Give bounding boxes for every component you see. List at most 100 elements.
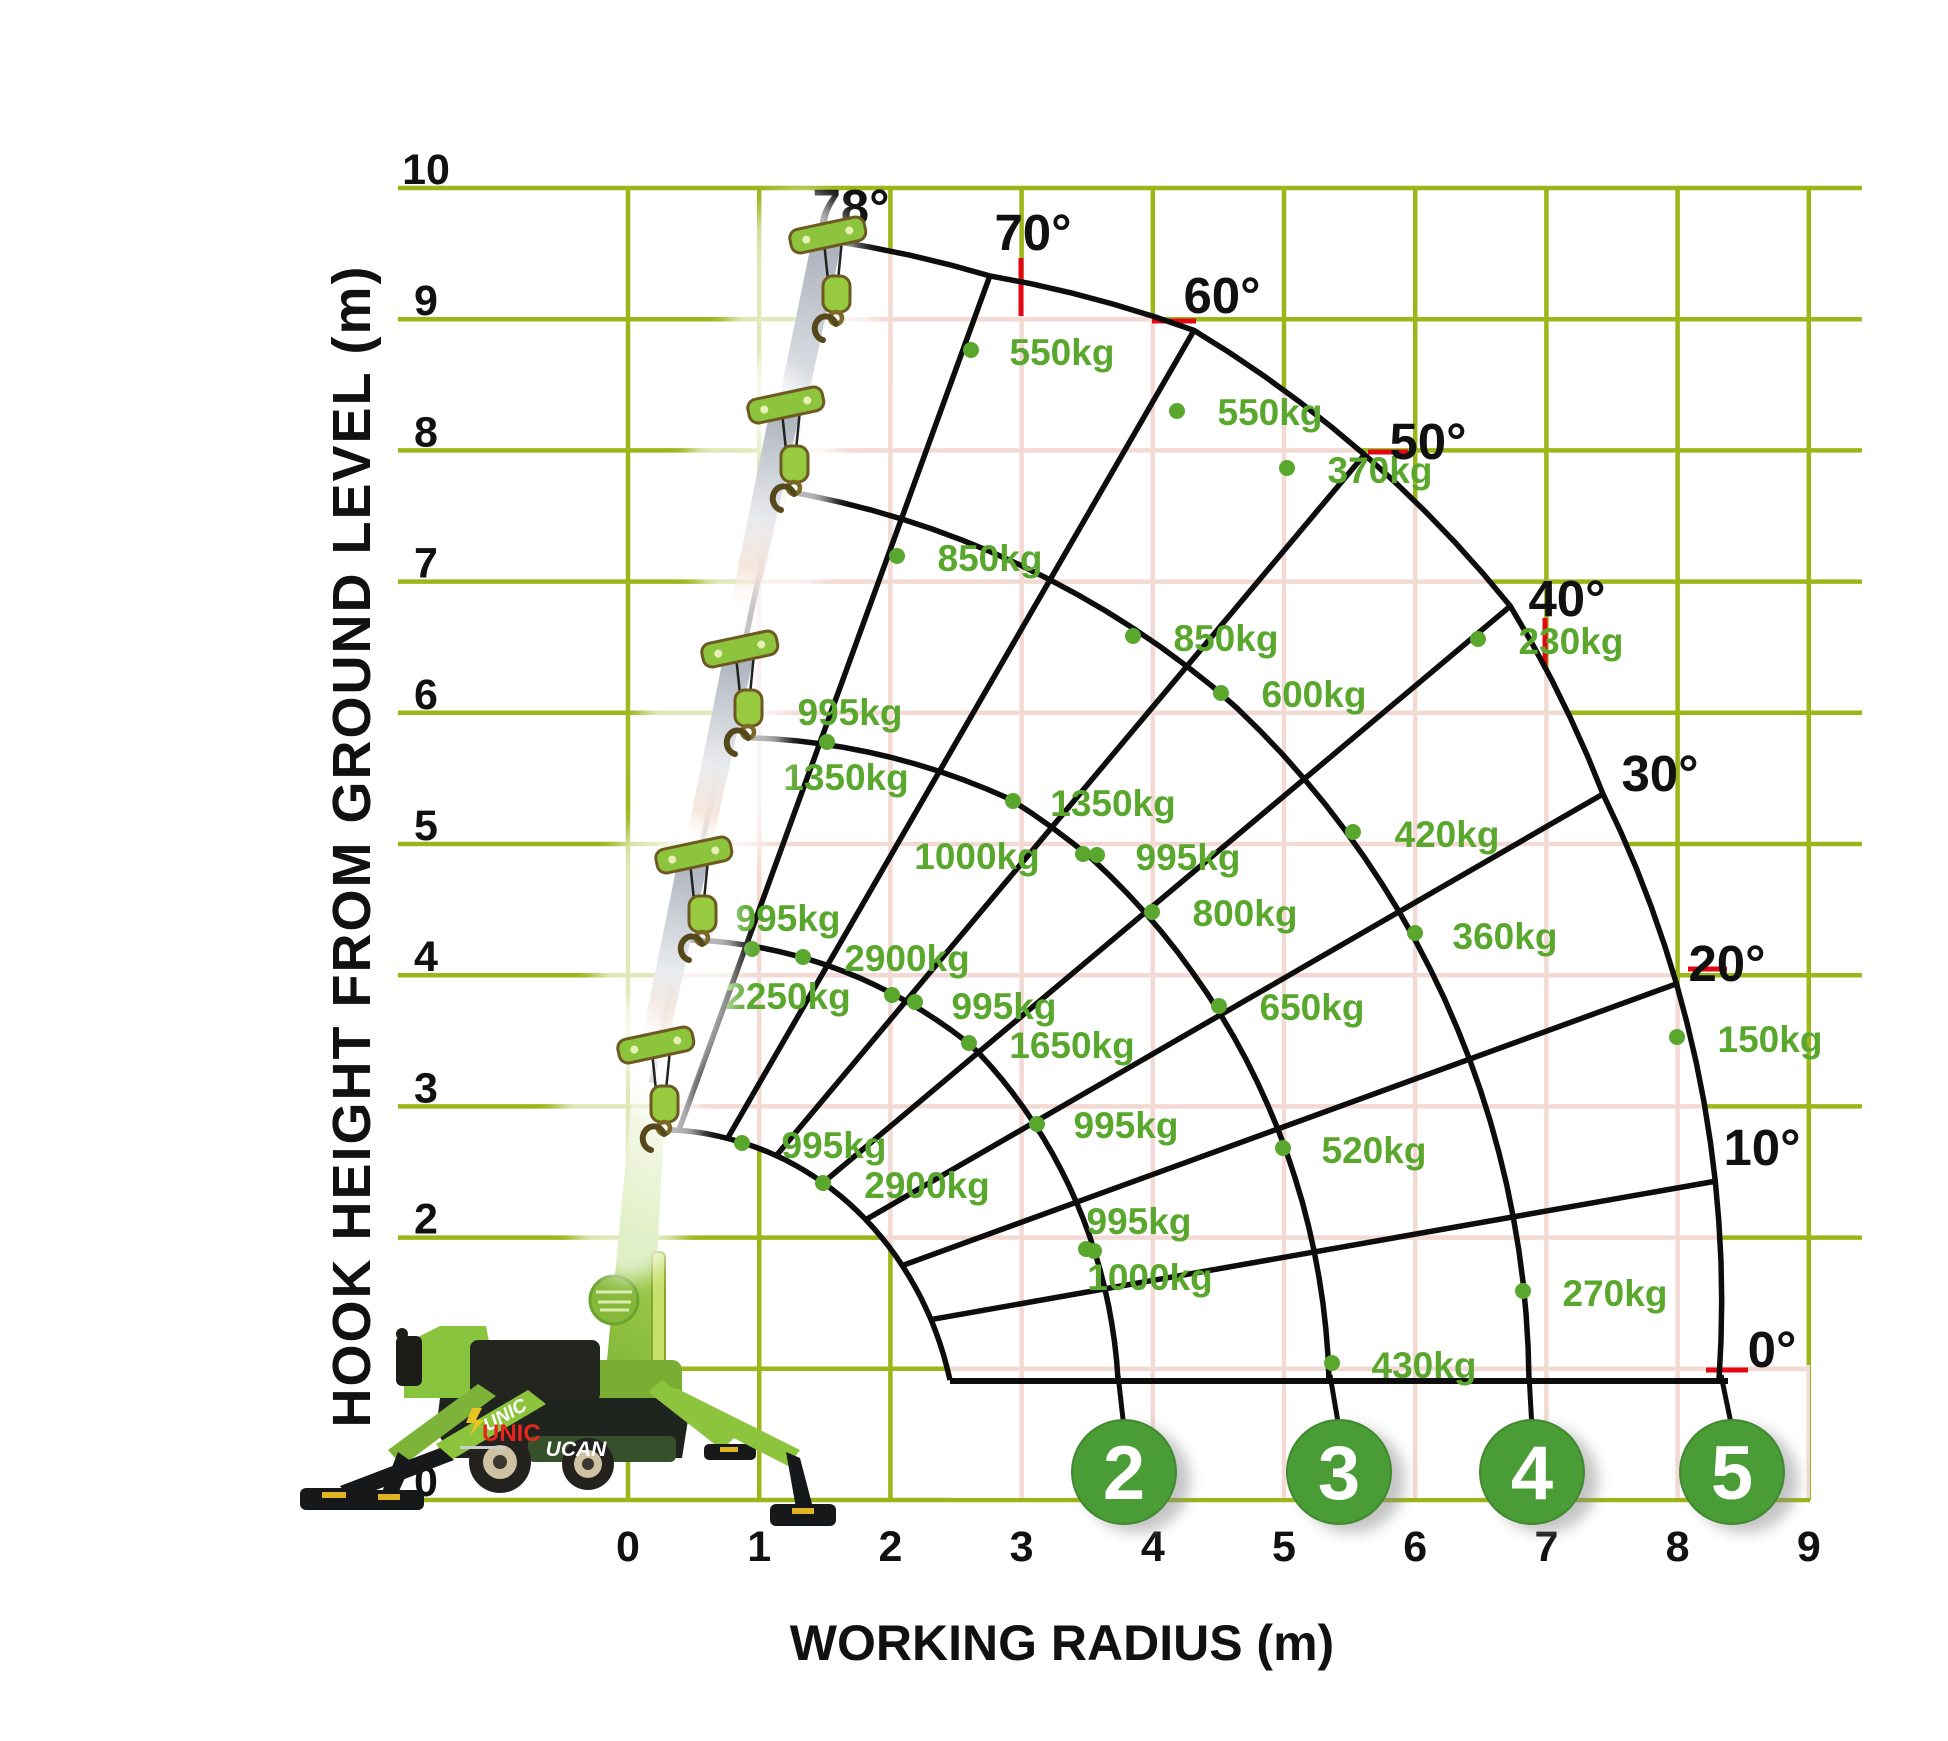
stage-number: 2 bbox=[1103, 1431, 1145, 1516]
y-tick-label: 10 bbox=[402, 146, 450, 194]
load-label: 430kg bbox=[1372, 1345, 1477, 1386]
x-tick-label: 1 bbox=[747, 1523, 771, 1571]
load-label: 995kg bbox=[798, 692, 903, 733]
stage-badge: 4 bbox=[1479, 1419, 1598, 1533]
hoist-cable bbox=[702, 859, 710, 901]
load-label: 520kg bbox=[1322, 1130, 1427, 1171]
load-label: 2250kg bbox=[725, 976, 851, 1017]
red-angle-ticks bbox=[1018, 258, 1748, 1373]
hoist-cable bbox=[664, 1049, 672, 1091]
mini-boom bbox=[556, 1001, 700, 1281]
crane-boom-logo bbox=[588, 1274, 640, 1326]
load-dot bbox=[1345, 824, 1361, 840]
angle-label: 70° bbox=[994, 204, 1071, 261]
stage-number: 4 bbox=[1511, 1431, 1553, 1516]
boom-angle-line-40 bbox=[821, 603, 1513, 1185]
x-tick-label: 3 bbox=[1010, 1523, 1034, 1571]
crane-wheel-rear bbox=[562, 1438, 614, 1490]
boom-head bbox=[616, 1025, 696, 1065]
hook-icon bbox=[811, 313, 839, 343]
boom-angle-line-50 bbox=[774, 452, 1367, 1158]
hook-block bbox=[733, 688, 764, 728]
load-label: 1000kg bbox=[1087, 1257, 1213, 1298]
extension-arc-a1 bbox=[669, 1127, 953, 1381]
load-dot bbox=[1470, 631, 1486, 647]
crane-engine bbox=[470, 1340, 600, 1402]
load-label: 2900kg bbox=[864, 1165, 990, 1206]
load-label: 850kg bbox=[1174, 618, 1279, 659]
x-tick-label: 9 bbox=[1797, 1523, 1821, 1571]
hook-icon bbox=[639, 1123, 667, 1153]
boom-angle-line-20 bbox=[901, 981, 1678, 1269]
hook-icon bbox=[769, 483, 797, 513]
load-dot bbox=[1144, 904, 1160, 920]
stage-badge-circle bbox=[1071, 1419, 1177, 1525]
y-tick-label: 7 bbox=[414, 540, 438, 588]
load-label: 600kg bbox=[1262, 674, 1367, 715]
load-label: 995kg bbox=[952, 986, 1057, 1027]
boom-angle-line-60 bbox=[725, 329, 1197, 1140]
load-labels: 550kg550kg370kg850kg850kg600kg230kg995kg… bbox=[725, 332, 1822, 1386]
load-label: 1350kg bbox=[1050, 783, 1176, 824]
load-dot bbox=[1324, 1355, 1340, 1371]
boom-head bbox=[746, 385, 826, 425]
hoist-cable bbox=[748, 653, 756, 695]
hook-block bbox=[687, 894, 718, 934]
axes: WORKING RADIUS (m) HOOK HEIGHT FROM GROU… bbox=[322, 146, 1821, 1671]
boom-head bbox=[654, 835, 734, 875]
boom-head-block bbox=[616, 1025, 696, 1065]
load-dot bbox=[1275, 1140, 1291, 1156]
crane-boom-logo-lines bbox=[596, 1290, 632, 1312]
load-dots bbox=[734, 342, 1685, 1371]
load-label: 230kg bbox=[1519, 621, 1624, 662]
boom-head-block bbox=[654, 835, 734, 875]
y-tick-label: 3 bbox=[414, 1064, 438, 1112]
load-label: 850kg bbox=[938, 538, 1043, 579]
angle-labels: 78° 70°60°50°40°30°20°10°0° bbox=[812, 179, 1800, 1378]
load-label: 150kg bbox=[1718, 1019, 1823, 1060]
crane-mirror bbox=[396, 1328, 408, 1340]
crane-badge-brand: UNIC bbox=[482, 1420, 541, 1447]
crane-body-brand: UCAN bbox=[546, 1438, 607, 1461]
stage-number: 5 bbox=[1711, 1431, 1753, 1516]
load-dot bbox=[795, 949, 811, 965]
stage-badges: 2 3 4 5 bbox=[1071, 1419, 1798, 1533]
stage-badge-circle bbox=[1679, 1419, 1785, 1525]
stage-badge: 3 bbox=[1286, 1419, 1405, 1533]
load-label: 550kg bbox=[1218, 392, 1323, 433]
load-dot bbox=[734, 1135, 750, 1151]
boom-tip-illustrations bbox=[556, 191, 872, 1281]
angle-label: 20° bbox=[1688, 935, 1765, 992]
load-dot bbox=[1089, 847, 1105, 863]
y-tick-label: 2 bbox=[414, 1196, 438, 1244]
y-tick-label: 9 bbox=[414, 277, 438, 325]
y-tick-label: 8 bbox=[414, 408, 438, 456]
load-dot bbox=[1515, 1283, 1531, 1299]
x-tick-label: 2 bbox=[878, 1523, 902, 1571]
extension-arc-a4 bbox=[792, 489, 1532, 1381]
extension-arc-a5 bbox=[829, 237, 1725, 1381]
sheave-pin bbox=[803, 396, 812, 405]
x-axis-title: WORKING RADIUS (m) bbox=[790, 1615, 1334, 1671]
hoist-cable bbox=[836, 239, 844, 281]
load-label: 550kg bbox=[1010, 332, 1115, 373]
boom-head-block bbox=[788, 215, 868, 255]
angle-label: 10° bbox=[1723, 1119, 1800, 1176]
x-tick-label: 7 bbox=[1534, 1523, 1558, 1571]
boom-halo bbox=[556, 1001, 700, 1281]
angle-label: 0° bbox=[1748, 1321, 1797, 1378]
load-dot bbox=[815, 1175, 831, 1191]
hook-icon bbox=[677, 933, 705, 963]
load-label: 370kg bbox=[1328, 450, 1433, 491]
crane-outrigger-front-right bbox=[660, 1388, 836, 1526]
load-dot bbox=[1005, 793, 1021, 809]
crane-badge-line bbox=[460, 1446, 506, 1449]
load-dot bbox=[1279, 460, 1295, 476]
sheave-pin bbox=[673, 1036, 682, 1045]
stage-badge: 5 bbox=[1679, 1419, 1798, 1533]
stage-badge-circle bbox=[1479, 1419, 1585, 1525]
load-label: 995kg bbox=[1136, 837, 1241, 878]
sheave-pin bbox=[760, 405, 769, 414]
load-dot bbox=[884, 987, 900, 1003]
